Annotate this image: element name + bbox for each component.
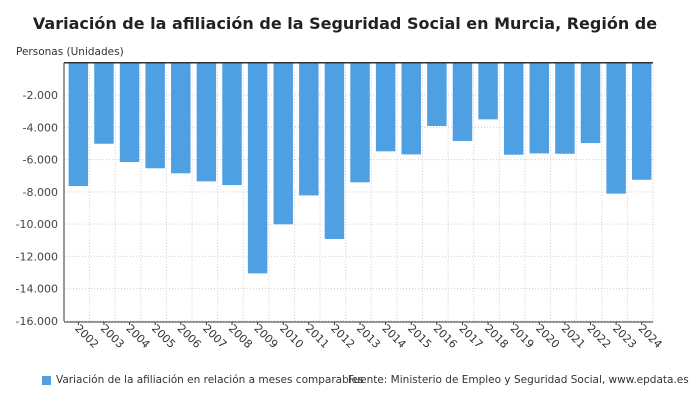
bar-2006 bbox=[171, 62, 191, 174]
y-tick-label: -6.000 bbox=[23, 154, 58, 167]
bar-2010 bbox=[273, 62, 293, 225]
source-note: Fuente: Ministerio de Empleo y Seguridad… bbox=[348, 374, 689, 386]
y-tick-label: -14.000 bbox=[16, 283, 58, 296]
chart-title: Variación de la afiliación de la Segurid… bbox=[32, 14, 658, 33]
y-tick-label: -12.000 bbox=[16, 250, 58, 263]
x-tick-label: 2015 bbox=[405, 322, 434, 351]
x-tick-label: 2008 bbox=[226, 322, 255, 351]
x-tick-label: 2016 bbox=[431, 322, 460, 351]
x-tick-label: 2011 bbox=[303, 322, 332, 351]
bar-2015 bbox=[401, 62, 421, 155]
legend-swatch bbox=[42, 375, 51, 385]
bar-2021 bbox=[555, 62, 575, 154]
y-axis-label: Personas (Unidades) bbox=[16, 46, 124, 58]
bar-2017 bbox=[452, 62, 473, 141]
x-tick-label: 2013 bbox=[354, 322, 383, 351]
x-tick-label: 2009 bbox=[251, 322, 280, 351]
x-tick-label: 2019 bbox=[508, 322, 537, 351]
bar-2008 bbox=[222, 62, 242, 186]
x-tick-label: 2020 bbox=[533, 322, 562, 351]
bar-2007 bbox=[196, 62, 217, 182]
x-tick-label: 2018 bbox=[482, 322, 511, 351]
bar-2019 bbox=[503, 62, 524, 155]
x-tick-label: 2003 bbox=[98, 322, 127, 351]
bar-2022 bbox=[580, 62, 601, 144]
bar-2009 bbox=[247, 62, 268, 274]
bar-2004 bbox=[119, 62, 140, 162]
bar-2005 bbox=[145, 62, 165, 169]
bar-2016 bbox=[427, 62, 447, 126]
legend: Variación de la afiliación en relación a… bbox=[42, 374, 364, 386]
y-tick-label: -4.000 bbox=[23, 121, 58, 134]
y-tick-label: -10.000 bbox=[16, 218, 58, 231]
bar-2024 bbox=[632, 62, 652, 180]
x-tick-label: 2023 bbox=[610, 322, 639, 351]
legend-label: Variación de la afiliación en relación a… bbox=[56, 374, 364, 386]
bar-2012 bbox=[324, 62, 345, 239]
y-tick-label: -8.000 bbox=[23, 186, 58, 199]
x-tick-label: 2021 bbox=[559, 322, 588, 351]
y-tick-label: -2.000 bbox=[23, 89, 58, 102]
x-tick-label: 2012 bbox=[328, 322, 357, 351]
x-tick-label: 2002 bbox=[72, 322, 101, 351]
x-tick-label: 2024 bbox=[636, 322, 665, 351]
bar-2018 bbox=[478, 62, 498, 120]
x-tick-label: 2014 bbox=[380, 322, 409, 351]
bar-2011 bbox=[299, 62, 319, 196]
bar-2014 bbox=[375, 62, 396, 152]
bar-2023 bbox=[606, 62, 626, 194]
y-tick-label: -16.000 bbox=[16, 315, 58, 328]
x-tick-label: 2007 bbox=[200, 322, 229, 351]
x-tick-label: 2004 bbox=[123, 322, 152, 351]
x-tick-label: 2022 bbox=[584, 322, 613, 351]
x-tick-label: 2010 bbox=[277, 322, 306, 351]
bar-2002 bbox=[68, 62, 89, 187]
x-tick-label: 2006 bbox=[175, 322, 204, 351]
x-tick-label: 2017 bbox=[456, 322, 485, 351]
bar-2003 bbox=[94, 62, 114, 144]
bar-2013 bbox=[350, 62, 370, 183]
bar-2020 bbox=[529, 62, 550, 154]
x-tick-label: 2005 bbox=[149, 322, 178, 351]
